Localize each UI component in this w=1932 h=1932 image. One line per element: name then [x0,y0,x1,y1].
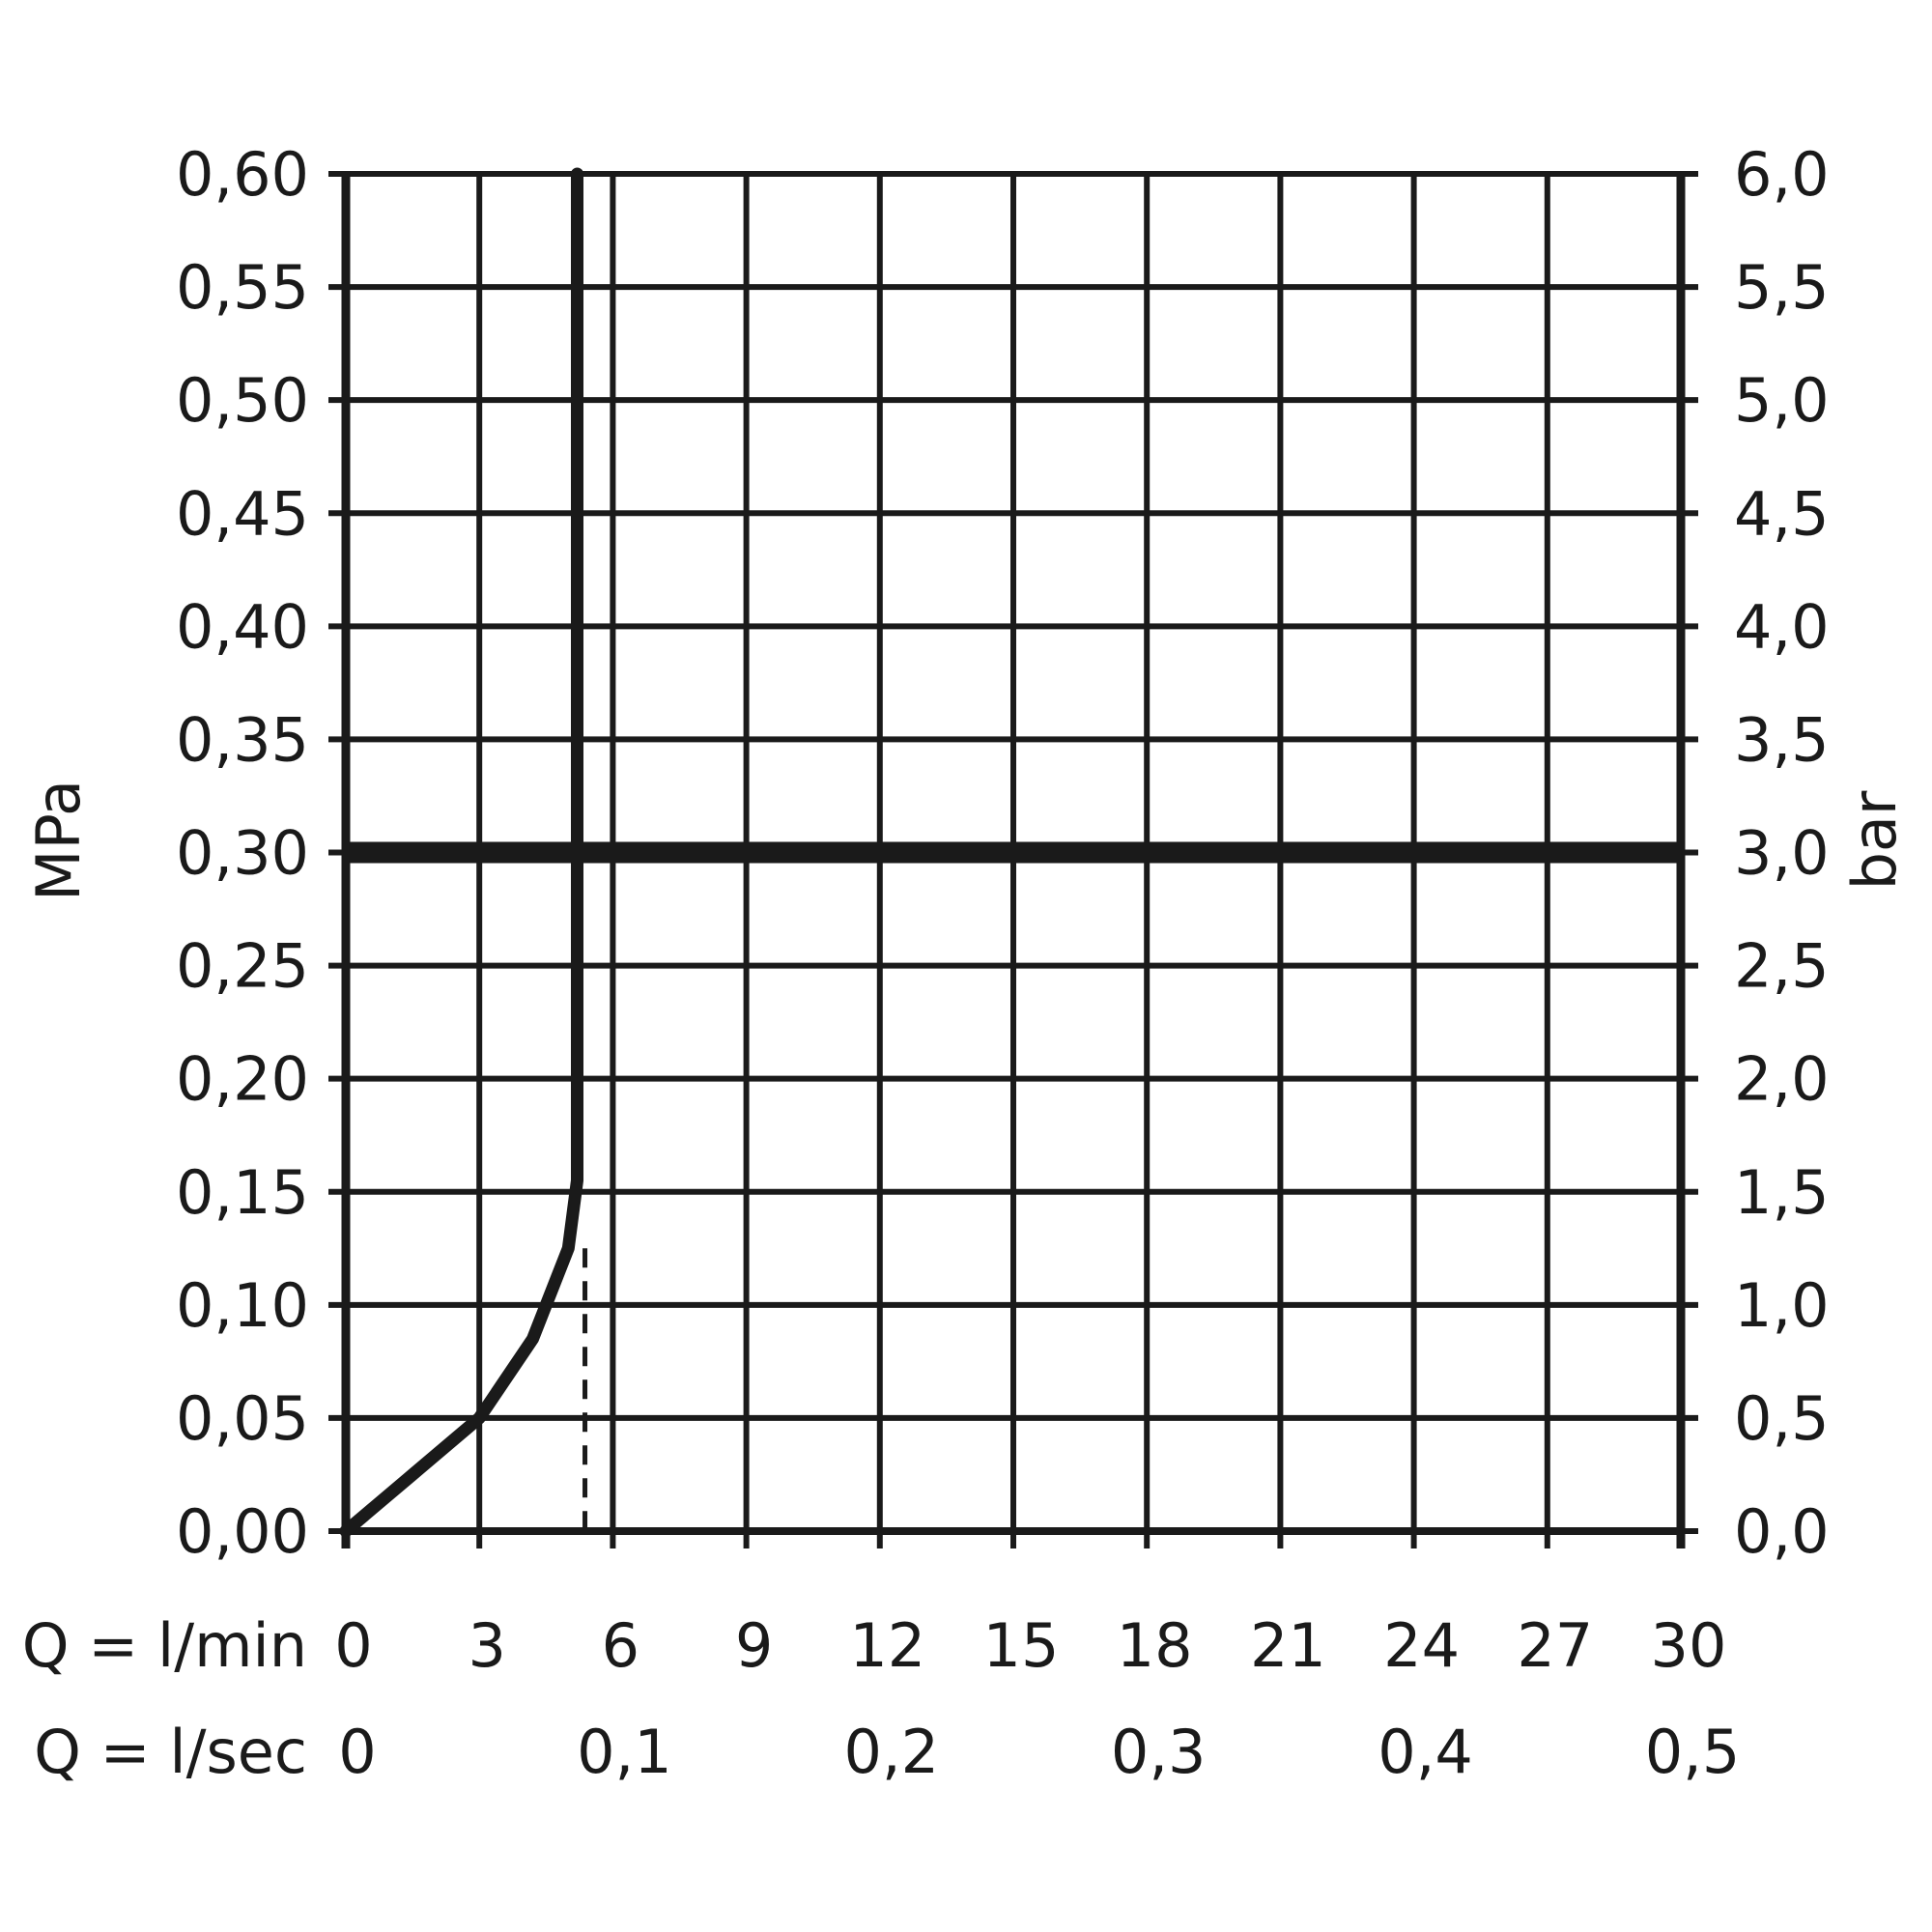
y-right-tick-label: 2,5 [1734,931,1830,1002]
y-right-tick-label: 3,0 [1734,818,1830,889]
y-right-tick-label: 4,0 [1734,591,1830,662]
y-right-tick-label: 0,5 [1734,1383,1830,1454]
x-lmin-tick-label: 12 [849,1610,925,1681]
y-right-tick-label: 6,0 [1734,139,1830,210]
y-left-tick-label: 0,25 [176,931,309,1002]
y-left-tick-label: 0,60 [176,139,309,210]
y-right-tick-label: 5,5 [1734,252,1830,323]
x-lsec-tick-label: 0,1 [577,1717,672,1787]
y-right-tick-label: 3,5 [1734,704,1830,775]
y-right-tick-label: 4,5 [1734,478,1830,549]
y-left-tick-label: 0,05 [176,1383,309,1454]
y-right-tick-label: 0,0 [1734,1496,1830,1567]
x-lsec-tick-label: 0,3 [1111,1717,1207,1787]
y-left-tick-label: 0,20 [176,1044,309,1115]
right-axis-ticks: 0,0 0,5 1,0 1,5 2,0 2,5 3,0 3,5 4,0 4,5 5,0 5,5 6,0 [1734,139,1830,1567]
y-right-tick-label: 1,0 [1734,1270,1830,1341]
x-lmin-tick-label: 6 [602,1610,639,1681]
y-left-tick-label: 0,50 [176,365,309,436]
x-lmin-tick-label: 15 [983,1610,1060,1681]
x-lmin-tick-label: 21 [1250,1610,1326,1681]
x-lmin-tick-label: 24 [1383,1610,1460,1681]
x-axis-label-lsec: Q = l/sec [34,1717,307,1787]
x-lsec-tick-label: 0 [338,1717,376,1787]
series-line [339,167,583,1538]
y-left-tick-label: 0,00 [176,1496,309,1567]
x-lmin-tick-label: 0 [334,1610,372,1681]
y-axis-label-left: MPa [23,780,94,901]
x-axis-label-lmin: Q = l/min [22,1610,307,1681]
x-lmin-tick-label: 18 [1117,1610,1193,1681]
x-axis-ticks: 0 3 6 9 12 15 18 21 24 27 30 0 0,1 0,2 0,3 0,4 0,5 [334,1610,1740,1787]
x-lsec-tick-label: 0,5 [1645,1717,1741,1787]
y-left-tick-label: 0,35 [176,704,309,775]
y-axis-label-right: bar [1839,790,1910,890]
y-left-tick-label: 0,55 [176,252,309,323]
y-right-tick-label: 1,5 [1734,1157,1830,1228]
x-lmin-tick-label: 9 [735,1610,773,1681]
y-left-tick-label: 0,15 [176,1157,309,1228]
x-lsec-tick-label: 0,4 [1378,1717,1473,1787]
y-left-tick-label: 0,45 [176,478,309,549]
series-layer [339,167,588,1538]
x-lsec-tick-label: 0,2 [843,1717,939,1787]
y-right-tick-label: 5,0 [1734,365,1830,436]
y-right-tick-label: 2,0 [1734,1044,1830,1115]
left-axis-ticks: 0,00 0,05 0,10 0,15 0,20 0,25 0,30 0,35 0,40 0,45… [176,139,309,1567]
y-left-tick-label: 0,40 [176,591,309,662]
y-left-tick-label: 0,30 [176,818,309,889]
x-lmin-tick-label: 30 [1651,1610,1727,1681]
x-lmin-tick-label: 27 [1517,1610,1593,1681]
x-lmin-tick-label: 3 [468,1610,505,1681]
y-left-tick-label: 0,10 [176,1270,309,1341]
